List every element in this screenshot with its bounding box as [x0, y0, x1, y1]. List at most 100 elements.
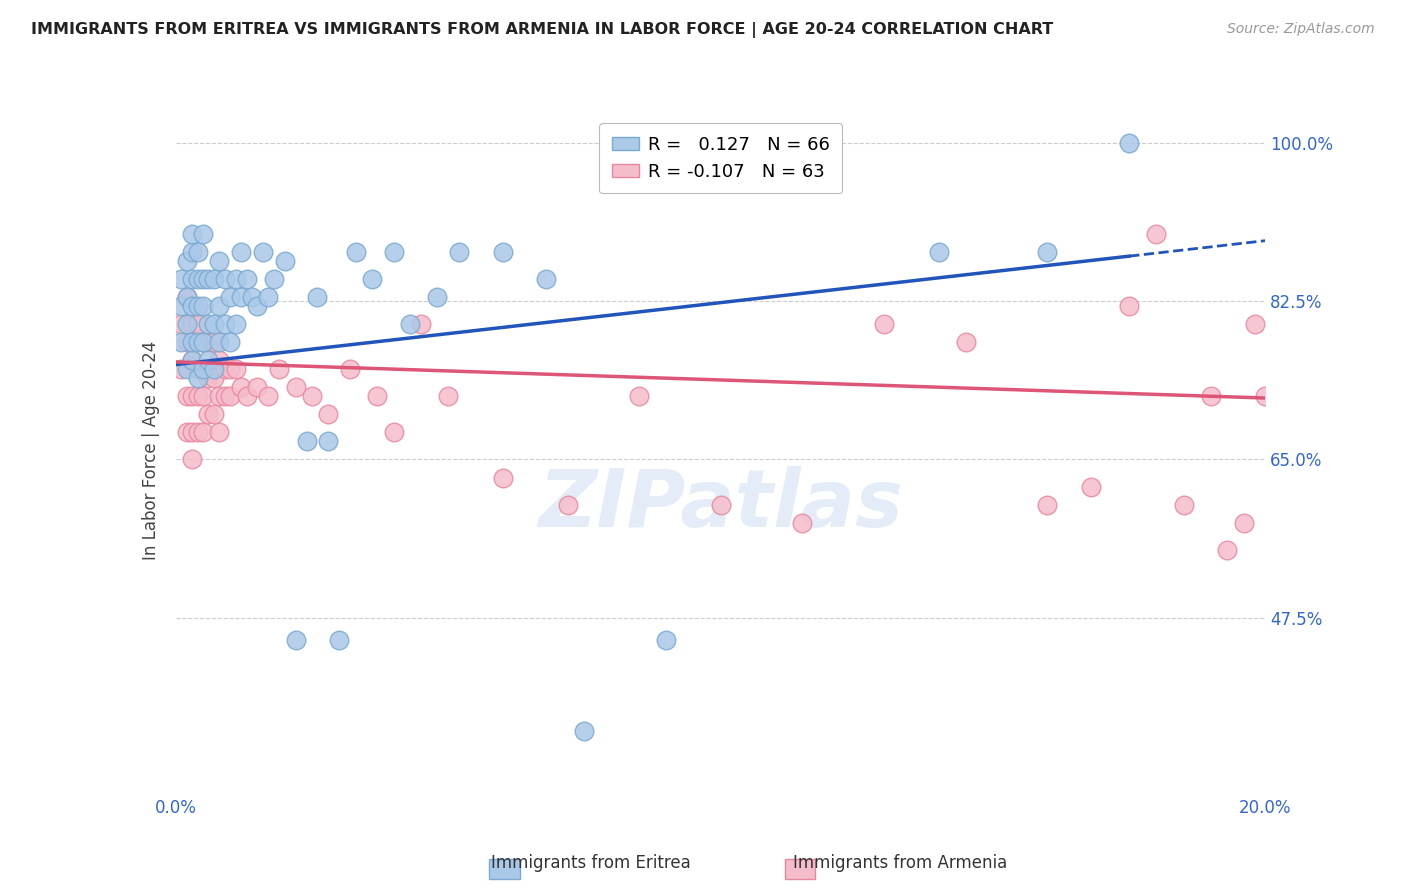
Legend: R =   0.127   N = 66, R = -0.107   N = 63: R = 0.127 N = 66, R = -0.107 N = 63: [599, 123, 842, 194]
Point: [382, 425, 405, 440]
Point: [208, 253, 231, 268]
Point: [197, 407, 219, 421]
Point: [214, 389, 236, 403]
Point: [181, 299, 204, 313]
Point: [447, 244, 470, 259]
Point: [186, 244, 209, 259]
Point: [235, 389, 257, 403]
Point: [176, 290, 198, 304]
Point: [655, 633, 678, 648]
Bar: [785, 859, 815, 879]
Point: [225, 317, 247, 331]
Point: [181, 227, 204, 241]
Point: [295, 434, 318, 449]
Point: [186, 389, 209, 403]
Point: [360, 271, 382, 285]
Point: [181, 244, 204, 259]
Point: [219, 362, 242, 376]
Text: Immigrants from Armenia: Immigrants from Armenia: [793, 855, 1007, 872]
Point: [186, 299, 209, 313]
Point: [197, 353, 219, 368]
Point: [235, 271, 257, 285]
Point: [928, 244, 950, 259]
Point: [176, 389, 198, 403]
Point: [202, 271, 225, 285]
Point: [208, 425, 231, 440]
Point: [246, 380, 269, 394]
Point: [219, 290, 242, 304]
Point: [492, 470, 515, 484]
Point: [197, 334, 219, 349]
Point: [263, 271, 285, 285]
Point: [181, 452, 204, 467]
Point: [231, 290, 253, 304]
Point: [252, 244, 274, 259]
Text: IMMIGRANTS FROM ERITREA VS IMMIGRANTS FROM ARMENIA IN LABOR FORCE | AGE 20-24 CO: IMMIGRANTS FROM ERITREA VS IMMIGRANTS FR…: [31, 22, 1053, 38]
Point: [627, 389, 650, 403]
Point: [328, 633, 350, 648]
Point: [274, 253, 297, 268]
Point: [366, 389, 388, 403]
Y-axis label: In Labor Force | Age 20-24: In Labor Force | Age 20-24: [142, 341, 160, 560]
Point: [219, 334, 242, 349]
Point: [557, 498, 579, 512]
Point: [186, 362, 209, 376]
Point: [170, 362, 193, 376]
Point: [208, 334, 231, 349]
Point: [191, 299, 214, 313]
Point: [170, 334, 193, 349]
Point: [202, 334, 225, 349]
Point: [257, 389, 280, 403]
Point: [176, 425, 198, 440]
Text: Source: ZipAtlas.com: Source: ZipAtlas.com: [1227, 22, 1375, 37]
Point: [181, 271, 204, 285]
Point: [225, 362, 247, 376]
Text: ZIPatlas: ZIPatlas: [538, 467, 903, 544]
Point: [426, 290, 449, 304]
Point: [409, 317, 432, 331]
Point: [284, 380, 307, 394]
Point: [186, 317, 209, 331]
Point: [219, 389, 242, 403]
Point: [1080, 480, 1102, 494]
Point: [737, 136, 759, 151]
Point: [191, 425, 214, 440]
Point: [574, 723, 596, 738]
Point: [710, 498, 733, 512]
Point: [231, 244, 253, 259]
Point: [191, 271, 214, 285]
Point: [191, 362, 214, 376]
Point: [181, 425, 204, 440]
Point: [1036, 498, 1059, 512]
Point: [191, 334, 214, 349]
Point: [1216, 542, 1239, 557]
Point: [873, 317, 896, 331]
Text: Immigrants from Eritrea: Immigrants from Eritrea: [491, 855, 690, 872]
Point: [176, 362, 198, 376]
Point: [344, 244, 367, 259]
Point: [170, 271, 193, 285]
Point: [1036, 244, 1059, 259]
Point: [176, 317, 198, 331]
Point: [214, 317, 236, 331]
Point: [181, 353, 204, 368]
Bar: [489, 859, 520, 879]
Point: [492, 244, 515, 259]
Point: [257, 290, 280, 304]
Point: [792, 516, 814, 530]
Point: [170, 299, 193, 313]
Point: [1232, 516, 1256, 530]
Point: [399, 317, 422, 331]
Point: [284, 633, 307, 648]
Point: [197, 371, 219, 385]
Point: [1118, 136, 1140, 151]
Point: [186, 371, 209, 385]
Point: [191, 389, 214, 403]
Point: [197, 317, 219, 331]
Point: [202, 407, 225, 421]
Point: [176, 253, 198, 268]
Point: [240, 290, 263, 304]
Point: [181, 389, 204, 403]
Point: [191, 334, 214, 349]
Point: [191, 227, 214, 241]
